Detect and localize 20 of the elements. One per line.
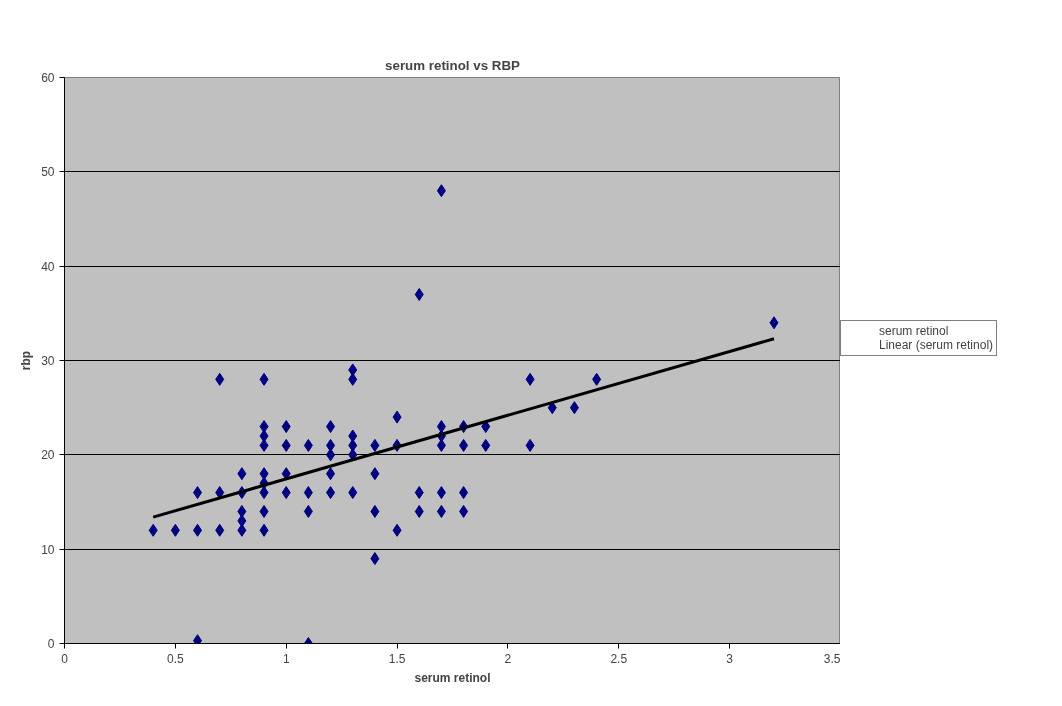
y-tick-label: 30 — [41, 354, 55, 368]
x-tick-label: 2.5 — [610, 651, 628, 666]
x-tick-label: 0.5 — [167, 651, 185, 666]
y-tick-label: 20 — [41, 448, 55, 463]
x-tick-label: 2 — [504, 651, 512, 666]
x-axis-title: serum retinol — [414, 670, 491, 685]
y-tick-label: 0 — [47, 637, 55, 651]
y-axis-title: rbp — [19, 350, 34, 371]
x-tick-label: 3 — [726, 651, 734, 666]
y-tick-label: 40 — [41, 259, 55, 274]
y-tick-label: 60 — [41, 71, 55, 85]
chart-title: serum retinol vs RBP — [385, 57, 521, 73]
x-tick-label: 3.5 — [823, 651, 841, 666]
x-tick-label: 0 — [61, 651, 69, 666]
text: serum retinol — [879, 324, 949, 338]
x-tick-label: 1 — [282, 651, 290, 666]
text: Linear (serum retinol) — [879, 338, 994, 352]
x-tick-label: 1.5 — [388, 651, 406, 666]
y-tick-label: 50 — [41, 165, 55, 180]
y-tick-label: 10 — [41, 542, 55, 557]
